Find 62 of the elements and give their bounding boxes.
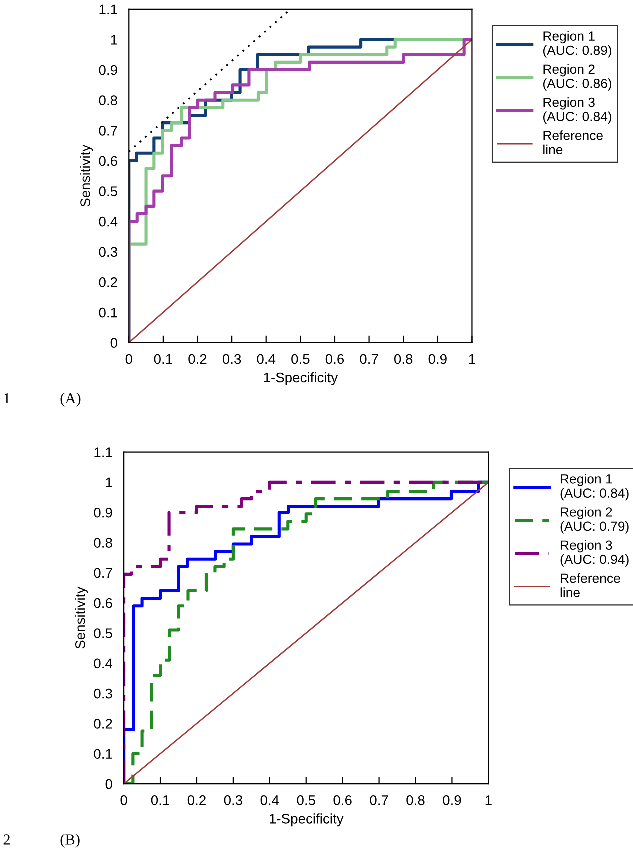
x-tick-label: 0.4 [257, 354, 276, 364]
y-tick-label: 1.1 [94, 448, 112, 458]
x-tick-label: 0 [126, 354, 132, 364]
y-tick-label: 0.4 [94, 658, 113, 669]
legend-label: Reference line [560, 573, 620, 598]
y-tick-label: 0.5 [94, 628, 112, 638]
y-tick-label: 0.8 [99, 96, 118, 106]
x-axis-title: 1-Specificity [264, 372, 338, 386]
y-tick-label: 0.6 [99, 156, 118, 166]
x-tick-label: 0.4 [260, 796, 280, 806]
y-tick-label: 0.5 [99, 186, 118, 196]
x-tick-label: 0.3 [224, 796, 242, 806]
legend-label: Region 2 (AUC: 0.86) [543, 64, 612, 91]
x-tick-label: 0.8 [394, 354, 413, 364]
y-tick-label: 0 [106, 779, 112, 790]
x-tick-label: 0.2 [188, 796, 206, 806]
legend-label: Region 1 (AUC: 0.84) [560, 474, 629, 501]
x-tick-label: 1 [486, 796, 492, 806]
text: (B) [60, 834, 80, 848]
y-tick-label: 1.1 [100, 4, 118, 14]
x-tick-label: 0.2 [188, 354, 207, 364]
x-tick-label: 0.7 [360, 354, 378, 364]
y-tick-label: 0.1 [94, 749, 112, 760]
y-axis-title: Sensitivity [80, 144, 94, 207]
x-tick-label: 0.9 [443, 796, 462, 806]
text: (A) [60, 392, 81, 407]
y-tick-label: 0.2 [94, 719, 112, 729]
y-axis-title: Sensitivity [75, 586, 88, 649]
x-tick-label: 0.9 [428, 354, 447, 364]
legend-label: Region 3 (AUC: 0.94) [560, 540, 629, 567]
y-tick-label: 0.8 [94, 538, 112, 548]
y-tick-label: 1 [106, 478, 112, 488]
x-tick-label: 0.1 [154, 354, 172, 364]
x-tick-label: 0.7 [370, 796, 388, 806]
x-tick-label: 0.5 [292, 354, 310, 364]
x-tick-label: 0.3 [222, 354, 242, 364]
y-tick-label: 0 [110, 338, 118, 348]
x-tick-label: 1 [469, 354, 476, 364]
text: 2 [4, 834, 10, 845]
x-tick-label: 0.1 [151, 796, 170, 806]
x-tick-label: 0.8 [406, 796, 425, 806]
y-tick-label: 0.9 [94, 508, 112, 518]
x-tick-label: 0.5 [297, 796, 316, 806]
y-tick-label: 0.2 [99, 278, 118, 288]
x-tick-label: 0 [120, 796, 128, 806]
y-tick-label: 0.1 [99, 308, 118, 318]
y-tick-label: 0.9 [99, 65, 118, 76]
x-axis-title: 1-Specificity [270, 814, 344, 827]
y-tick-label: 0.6 [94, 598, 112, 608]
y-tick-label: 0.3 [99, 247, 118, 258]
y-tick-label: 0.4 [99, 216, 118, 227]
legend-label: Region 3 (AUC: 0.84) [543, 98, 612, 124]
y-tick-label: 1 [111, 35, 118, 45]
text: 1 [4, 393, 10, 404]
y-tick-label: 0.7 [94, 568, 112, 578]
legend-label: Region 2 (AUC: 0.79) [560, 507, 629, 534]
y-tick-label: 0.7 [99, 126, 118, 136]
x-tick-label: 0.6 [334, 796, 352, 806]
x-tick-label: 0.6 [326, 354, 344, 364]
legend-label: Region 1 (AUC: 0.89) [543, 31, 612, 58]
y-tick-label: 0.3 [94, 688, 112, 699]
legend-label: Reference line [544, 130, 603, 155]
